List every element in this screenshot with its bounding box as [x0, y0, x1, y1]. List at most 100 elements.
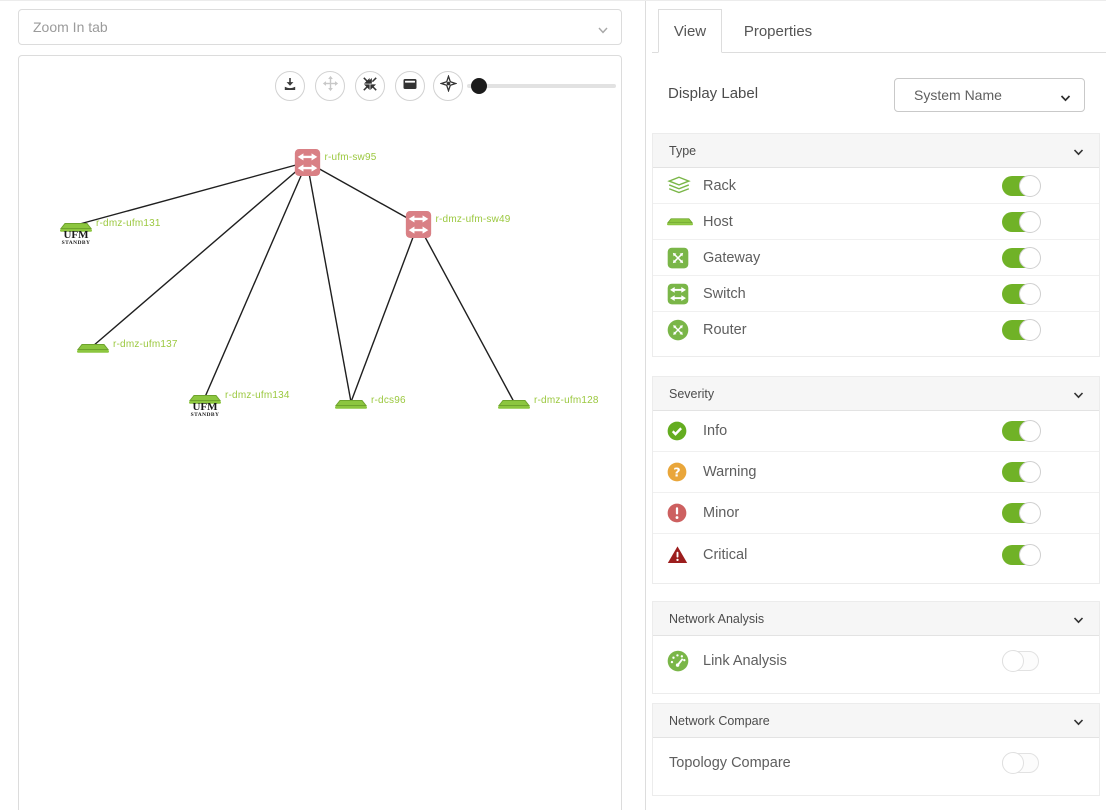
- toggle-knob: [1019, 502, 1041, 524]
- topology-edge: [350, 223, 419, 403]
- row-label: Link Analysis: [703, 652, 787, 669]
- toggle-topology-compare[interactable]: [1002, 751, 1039, 774]
- tab-view[interactable]: View: [658, 9, 722, 53]
- section-header-network-compare[interactable]: Network Compare: [653, 704, 1099, 738]
- row-host: Host: [653, 204, 1099, 240]
- toggle-knob: [1019, 246, 1041, 269]
- overview-button[interactable]: [395, 71, 425, 101]
- chevron-down-icon: [597, 22, 608, 34]
- svg-text:?: ?: [673, 465, 680, 480]
- display-label-row: Display Label System Name: [652, 65, 1100, 123]
- toggle-info[interactable]: [1002, 420, 1041, 442]
- host-node-icon: [334, 397, 368, 414]
- gateway-icon: [667, 247, 695, 269]
- toggle-critical[interactable]: [1002, 543, 1041, 566]
- toggle-switch[interactable]: [1002, 282, 1041, 305]
- toggle-minor[interactable]: [1002, 502, 1041, 524]
- display-label-text: Display Label: [668, 85, 759, 102]
- overview-icon: [402, 76, 418, 97]
- topology-node-r-ufm-sw95[interactable]: r-ufm-sw95: [294, 148, 376, 177]
- row-label: Critical: [703, 546, 748, 563]
- row-minor: Minor: [653, 493, 1099, 534]
- row-label: Router: [703, 322, 747, 338]
- node-label: r-dmz-ufm137: [113, 338, 178, 350]
- critical-icon: [667, 545, 695, 564]
- gauge-icon: [667, 650, 695, 672]
- toggle-router[interactable]: [1002, 319, 1041, 341]
- toggle-host[interactable]: [1002, 210, 1041, 233]
- topology-node-r-dmz-ufm128[interactable]: r-dmz-ufm128: [497, 395, 598, 409]
- topology-node-r-dcs96[interactable]: r-dcs96: [334, 395, 406, 409]
- topology-view-selector[interactable]: Zoom In tab: [18, 9, 622, 45]
- tab-properties[interactable]: Properties: [730, 9, 826, 53]
- row-gateway: Gateway: [653, 240, 1099, 276]
- section-title: Network Analysis: [669, 611, 765, 626]
- warning-icon: ?: [667, 462, 695, 482]
- section-body: Info ? Warning Minor Critical: [653, 411, 1099, 583]
- node-sublabel: UFM STANDBY: [61, 228, 91, 246]
- toggle-knob: [1019, 420, 1041, 442]
- topology-canvas[interactable]: r-ufm-sw95 r-dmz-ufm-sw49 r-dmz-ufm131 U…: [18, 55, 622, 810]
- node-label: r-dmz-ufm131: [96, 217, 161, 229]
- node-label: r-ufm-sw95: [324, 151, 377, 163]
- row-label: Warning: [703, 464, 757, 480]
- topology-edges: [75, 161, 515, 403]
- chevron-down-icon: [1073, 716, 1084, 726]
- node-label: r-dmz-ufm-sw49: [435, 213, 511, 225]
- topology-edge: [92, 161, 308, 347]
- zoom-slider-track[interactable]: [467, 84, 616, 88]
- section-header-severity[interactable]: Severity: [653, 377, 1099, 411]
- zoom-slider-thumb[interactable]: [470, 78, 487, 94]
- toggle-knob: [1019, 543, 1041, 566]
- chevron-down-icon: [1073, 614, 1084, 624]
- row-rack: Rack: [653, 168, 1099, 204]
- topology-node-r-dmz-ufm-sw49[interactable]: r-dmz-ufm-sw49: [405, 210, 510, 239]
- center-icon: [438, 74, 458, 97]
- toggle-link-analysis[interactable]: [1002, 649, 1039, 672]
- host-node-icon: [497, 397, 531, 414]
- toggle-rack[interactable]: [1002, 174, 1041, 197]
- toggle-gateway[interactable]: [1002, 246, 1041, 269]
- row-label: Host: [703, 213, 733, 230]
- toggle-warning[interactable]: [1002, 461, 1041, 483]
- host-icon: [667, 217, 695, 227]
- row-label: Rack: [703, 177, 737, 194]
- export-button[interactable]: [275, 71, 305, 101]
- side-panel: View Properties Display Label System Nam…: [652, 1, 1106, 810]
- display-label-select[interactable]: System Name: [894, 78, 1085, 112]
- switch-icon: [667, 283, 695, 305]
- row-label: Switch: [703, 285, 746, 302]
- export-icon: [282, 76, 298, 97]
- topology-node-r-dmz-ufm131[interactable]: r-dmz-ufm131 UFM STANDBY: [59, 218, 160, 245]
- center-button[interactable]: [433, 71, 463, 101]
- row-switch: Switch: [653, 276, 1099, 312]
- row-warning: ? Warning: [653, 452, 1099, 493]
- pan-button[interactable]: [315, 71, 345, 101]
- switch-node-icon: [405, 210, 432, 243]
- section-header-type[interactable]: Type: [653, 134, 1099, 168]
- tab-properties-label: Properties: [743, 22, 813, 40]
- topology-edge: [75, 161, 308, 226]
- topology-node-r-dmz-ufm137[interactable]: r-dmz-ufm137: [76, 339, 177, 353]
- pan-icon: [322, 75, 339, 97]
- row-router: Router: [653, 312, 1099, 348]
- toggle-knob: [1002, 751, 1024, 774]
- collapse-button[interactable]: [355, 71, 385, 101]
- host-node-icon: [76, 341, 110, 358]
- tabs-bottom-border: [652, 52, 1106, 53]
- collapse-icon: [362, 76, 378, 97]
- section-title: Type: [669, 143, 697, 158]
- section-title: Severity: [669, 386, 715, 401]
- node-label: r-dmz-ufm128: [534, 394, 599, 406]
- info-icon: [667, 421, 695, 441]
- section-header-network-analysis[interactable]: Network Analysis: [653, 602, 1099, 636]
- rack-icon: [667, 176, 695, 196]
- topology-node-r-dmz-ufm134[interactable]: r-dmz-ufm134 UFM STANDBY: [188, 390, 289, 417]
- host-node-icon: [188, 392, 222, 409]
- section-title: Network Compare: [669, 713, 770, 728]
- row-label: Minor: [703, 505, 740, 521]
- section-network-analysis: Network Analysis Link Analysis: [652, 601, 1100, 694]
- section-body: Link Analysis: [653, 636, 1099, 693]
- toggle-knob: [1019, 174, 1041, 197]
